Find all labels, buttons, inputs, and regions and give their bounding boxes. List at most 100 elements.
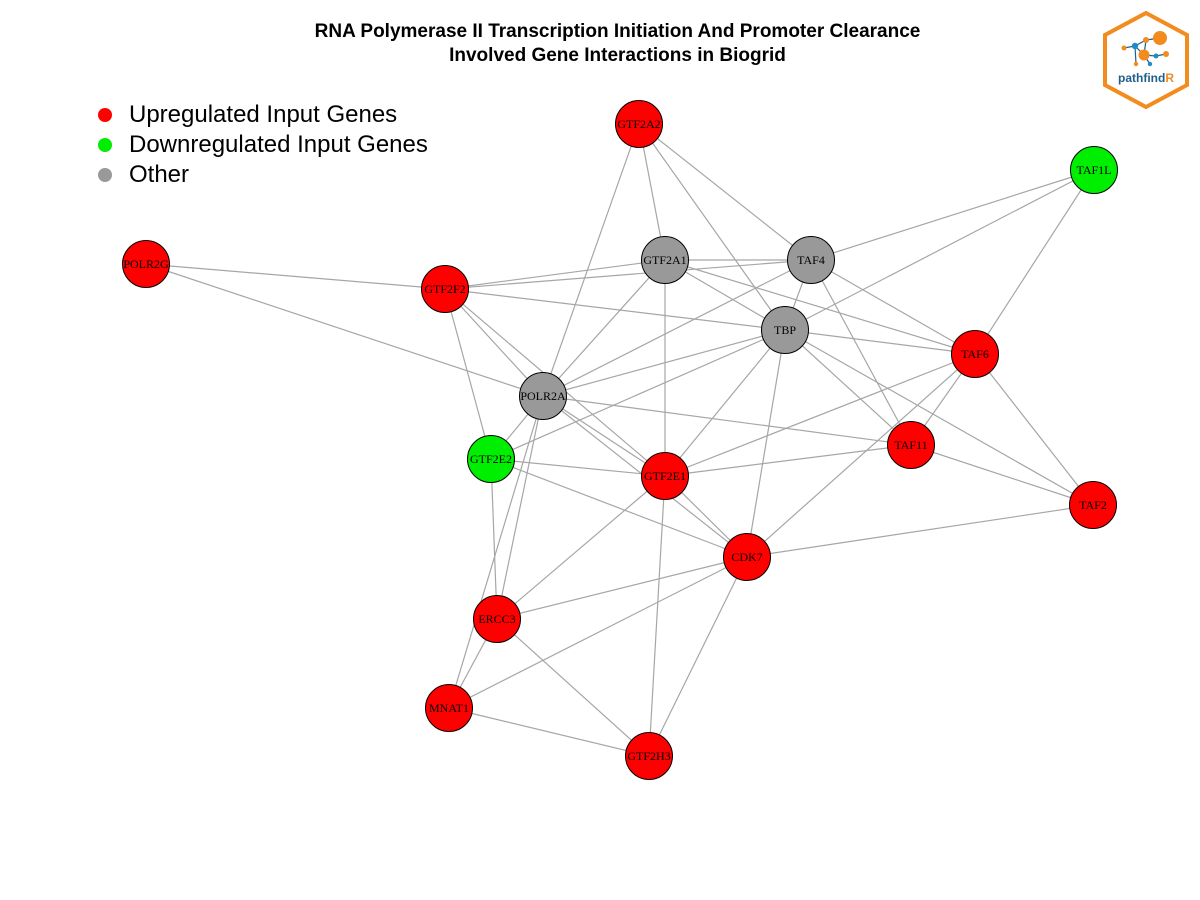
edge-gtf2a2-tbp [638,123,786,331]
edge-cdk7-ercc3 [496,556,748,620]
legend-label-other: Other [129,161,190,188]
legend-dot-upregulated [98,108,112,122]
node-circle-cdk7 [723,533,771,581]
node-polr2g: POLR2G [122,240,170,288]
edge-tbp-taf2 [784,329,1094,506]
edge-cdk7-gtf2h3 [648,556,748,757]
edge-taf1l-taf4 [810,169,1095,261]
edge-polr2a-ercc3 [496,395,544,620]
node-label-taf11: TAF11 [894,438,927,452]
legend-label-upregulated: Upregulated Input Genes [129,101,398,128]
node-label-cdk7: CDK7 [731,550,762,564]
edge-taf11-gtf2e1 [664,444,912,477]
pathfindr-logo: pathfindR [1103,10,1189,110]
edge-polr2a-gtf2e1 [542,395,666,477]
node-circle-gtf2e1 [641,452,689,500]
node-polr2a: POLR2A [519,372,567,420]
edge-gtf2a2-taf4 [638,123,812,261]
edge-tbp-taf11 [784,329,912,446]
edge-gtf2f2-polr2a [444,288,544,397]
node-gtf2a2: GTF2A2 [615,100,663,148]
node-gtf2e2: GTF2E2 [467,435,515,483]
edge-ercc3-gtf2h3 [496,618,650,757]
node-ercc3: ERCC3 [473,595,521,643]
node-gtf2e1: GTF2E1 [641,452,689,500]
node-circle-taf1l [1070,146,1118,194]
node-label-polr2a: POLR2A [520,389,566,403]
edge-taf1l-taf6 [974,169,1095,355]
legend-item-upregulated: Upregulated Input Genes [96,100,428,130]
edge-taf4-polr2a [542,259,812,397]
node-taf1l: TAF1L [1070,146,1118,194]
legend-label-downregulated: Downregulated Input Genes [129,131,428,158]
node-label-taf1l: TAF1L [1076,163,1111,177]
node-label-taf2: TAF2 [1079,498,1107,512]
edge-tbp-taf6 [784,329,976,355]
figure-title-line-1: RNA Polymerase II Transcription Initiati… [314,21,921,42]
node-label-gtf2e1: GTF2E1 [644,469,686,483]
node-label-gtf2a1: GTF2A1 [643,253,686,267]
node-gtf2h3: GTF2H3 [625,732,673,780]
node-taf4: TAF4 [787,236,835,284]
edge-taf4-taf6 [810,259,976,355]
edge-gtf2e2-cdk7 [490,458,748,558]
edge-gtf2f2-gtf2e2 [444,288,492,460]
node-layer: GTF2A2 TAF1L POLR2G GTF2A1 TAF4 GTF2F2 TBP TAF6… [122,100,1118,780]
edge-gtf2a1-gtf2f2 [444,259,666,290]
node-circle-gtf2a2 [615,100,663,148]
edge-taf4-taf11 [810,259,912,446]
node-label-mnat1: MNAT1 [429,701,469,715]
node-circle-gtf2h3 [625,732,673,780]
node-label-gtf2e2: GTF2E2 [470,452,512,466]
node-tbp: TBP [761,306,809,354]
edge-taf6-cdk7 [746,353,976,558]
node-gtf2f2: GTF2F2 [421,265,469,313]
edge-gtf2f2-tbp [444,288,786,331]
node-circle-gtf2e2 [467,435,515,483]
legend: Upregulated Input Genes Downregulated In… [96,100,428,190]
node-label-gtf2a2: GTF2A2 [617,117,660,131]
node-label-ercc3: ERCC3 [478,612,515,626]
edge-taf11-taf2 [910,444,1094,506]
node-label-polr2g: POLR2G [123,257,169,271]
node-label-gtf2f2: GTF2F2 [424,282,465,296]
node-taf6: TAF6 [951,330,999,378]
edge-mnat1-gtf2h3 [448,707,650,757]
node-mnat1: MNAT1 [425,684,473,732]
edge-taf4-gtf2f2 [444,259,812,290]
node-circle-taf11 [887,421,935,469]
edge-gtf2a1-taf6 [664,259,976,355]
edge-polr2a-taf11 [542,395,912,446]
edge-taf6-taf2 [974,353,1094,506]
logo-network-nodes [1121,31,1169,67]
edge-tbp-gtf2e1 [664,329,786,477]
edge-tbp-cdk7 [746,329,786,558]
edge-gtf2a1-polr2a [542,259,666,397]
logo-text: pathfindR [1118,71,1174,85]
node-circle-tbp [761,306,809,354]
node-label-taf6: TAF6 [961,347,989,361]
node-circle-polr2a [519,372,567,420]
edge-layer [145,123,1095,757]
edge-polr2g-gtf2f2 [145,263,446,290]
node-circle-taf2 [1069,481,1117,529]
edge-gtf2e2-ercc3 [490,458,498,620]
figure-title: RNA Polymerase II Transcription Initiati… [0,20,1200,68]
edge-gtf2a2-polr2a [542,123,640,397]
node-label-gtf2h3: GTF2H3 [627,749,670,763]
node-circle-gtf2f2 [421,265,469,313]
edge-gtf2e1-gtf2h3 [648,475,666,757]
legend-dot-other [98,168,112,182]
legend-dot-downregulated [98,138,112,152]
legend-item-other: Other [96,160,428,190]
legend-item-downregulated: Downregulated Input Genes [96,130,428,160]
node-taf2: TAF2 [1069,481,1117,529]
edge-tbp-gtf2e2 [490,329,786,460]
node-taf11: TAF11 [887,421,935,469]
node-cdk7: CDK7 [723,533,771,581]
node-circle-mnat1 [425,684,473,732]
node-circle-gtf2a1 [641,236,689,284]
node-label-tbp: TBP [774,323,796,337]
node-circle-taf4 [787,236,835,284]
